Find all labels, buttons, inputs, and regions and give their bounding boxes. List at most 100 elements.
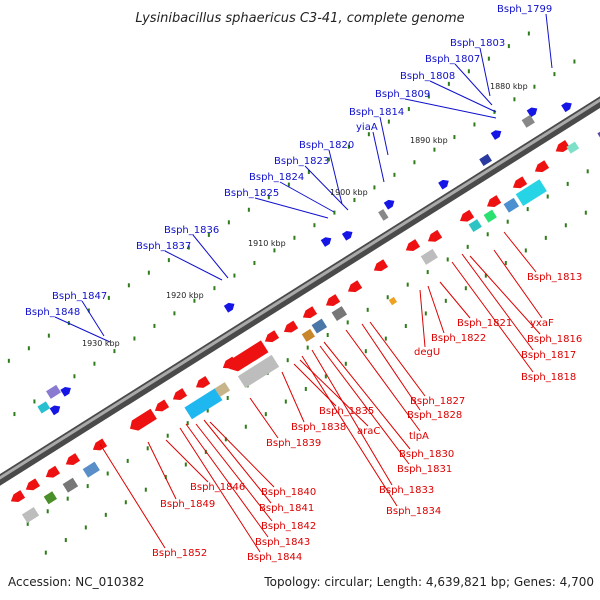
gene-label[interactable]: Bsph_1803 [450,38,505,49]
gene-label[interactable]: Bsph_1818 [521,372,576,383]
gene-label[interactable]: Bsph_1849 [160,499,215,510]
reverse-gene [512,176,528,189]
feature-block-shape [331,306,348,321]
gene-label[interactable]: Bsph_1816 [527,334,582,345]
gene-label[interactable]: Bsph_1840 [261,487,316,498]
feature-block [479,153,492,167]
tick-mark [7,358,10,363]
tick-mark [326,333,329,338]
reverse-gene [10,490,26,502]
map-title: Lysinibacillus sphaericus C3-41, complet… [135,11,464,26]
scale-label: 1930 kbp [82,339,120,348]
gene-label[interactable]: Bsph_1822 [431,333,486,344]
feature-block [82,461,100,478]
gene-label[interactable]: Bsph_1833 [379,485,434,496]
tick-mark [233,273,236,278]
gene-label[interactable]: Bsph_1799 [497,4,552,15]
scale-label: 1910 kbp [248,239,286,248]
gene-label[interactable]: Bsph_1813 [527,272,582,283]
gene-label[interactable]: yiaA [356,122,378,133]
scale-label: 1890 kbp [410,136,448,145]
tick-mark [286,358,289,363]
tick-mark [207,232,210,237]
reverse-gene [130,408,157,431]
gene-label[interactable]: Bsph_1847 [52,291,107,302]
feature-block-shape [46,384,61,399]
callout-line [209,421,275,488]
feature-block-shape [378,209,389,221]
reverse-gene-shape [373,259,389,272]
gene-label[interactable]: Bsph_1834 [386,506,441,517]
gene-label[interactable]: Bsph_1839 [266,438,321,449]
tick-mark [453,135,456,140]
tick-mark [544,235,547,240]
tick-mark [513,97,516,102]
gene-label[interactable]: Bsph_1836 [164,225,219,236]
tick-mark [13,412,16,417]
reverse-gene [25,478,41,491]
topology-text: Topology: circular; Length: 4,639,821 bp… [263,575,594,589]
feature-block-shape [37,401,51,414]
gene-label[interactable]: Bsph_1827 [410,396,465,407]
callout-line [404,98,497,119]
feature-block-shape [43,491,58,505]
feature-block-shape [420,248,438,265]
gene-label[interactable]: Bsph_1828 [407,410,462,421]
reverse-gene-shape [264,330,280,343]
gene-label[interactable]: Bsph_1842 [261,521,316,532]
tick-mark [533,84,536,89]
tick-mark [173,311,176,316]
gene-label[interactable]: Bsph_1841 [259,503,314,514]
callout-line [429,80,497,113]
feature-block [46,384,61,399]
tick-mark [26,521,29,526]
gene-label[interactable]: Bsph_1809 [375,89,430,100]
gene-label[interactable]: Bsph_1838 [291,422,346,433]
reverse-gene [486,195,502,207]
feature-block [521,114,535,128]
callout-line [281,371,305,423]
accession-text: Accession: NC_010382 [8,575,144,589]
gene-label[interactable]: Bsph_1843 [255,537,310,548]
gene-label[interactable]: Bsph_1807 [425,54,480,65]
gene-label[interactable]: degU [414,347,440,358]
gene-label[interactable]: Bsph_1831 [397,464,452,475]
tick-mark [66,496,69,501]
reverse-gene-shape [283,320,299,333]
genome-backbone [0,96,600,486]
gene-label[interactable]: Bsph_1821 [457,318,512,329]
gene-label[interactable]: Bsph_1837 [136,241,191,252]
gene-label[interactable]: Bsph_1830 [399,449,454,460]
feature-block-shape [483,209,497,223]
gene-label[interactable]: Bsph_1824 [249,172,304,183]
gene-label[interactable]: Bsph_1825 [224,188,279,199]
gene-label[interactable]: Bsph_1808 [400,71,455,82]
gene-label[interactable]: Bsph_1848 [25,307,80,318]
gene-label[interactable]: Bsph_1817 [521,350,576,361]
gene-label[interactable]: Bsph_1814 [349,107,404,118]
gene-label[interactable]: Bsph_1820 [299,140,354,151]
tick-mark [306,345,309,350]
callout-line [164,250,223,281]
feature-block [503,197,520,213]
forward-gene-shape [526,107,538,118]
tick-mark [387,119,390,124]
reverse-gene [405,239,421,252]
gene-label[interactable]: Bsph_1835 [319,406,374,417]
gene-label[interactable]: Bsph_1823 [274,156,329,167]
tick-mark [147,270,150,275]
gene-label[interactable]: araC [357,426,380,437]
gene-label[interactable]: yxaF [530,318,554,329]
gene-label[interactable]: Bsph_1844 [247,552,302,563]
callout-line [279,181,335,213]
callout-line [179,427,261,553]
gene-label[interactable]: Bsph_1846 [190,482,245,493]
callout-line [328,149,343,205]
feature-block [420,248,438,265]
reverse-gene-shape [347,280,363,293]
gene-label[interactable]: Bsph_1852 [152,548,207,559]
tick-mark [127,283,130,288]
tick-mark [324,374,327,379]
gene-label[interactable]: tlpA [409,431,429,442]
